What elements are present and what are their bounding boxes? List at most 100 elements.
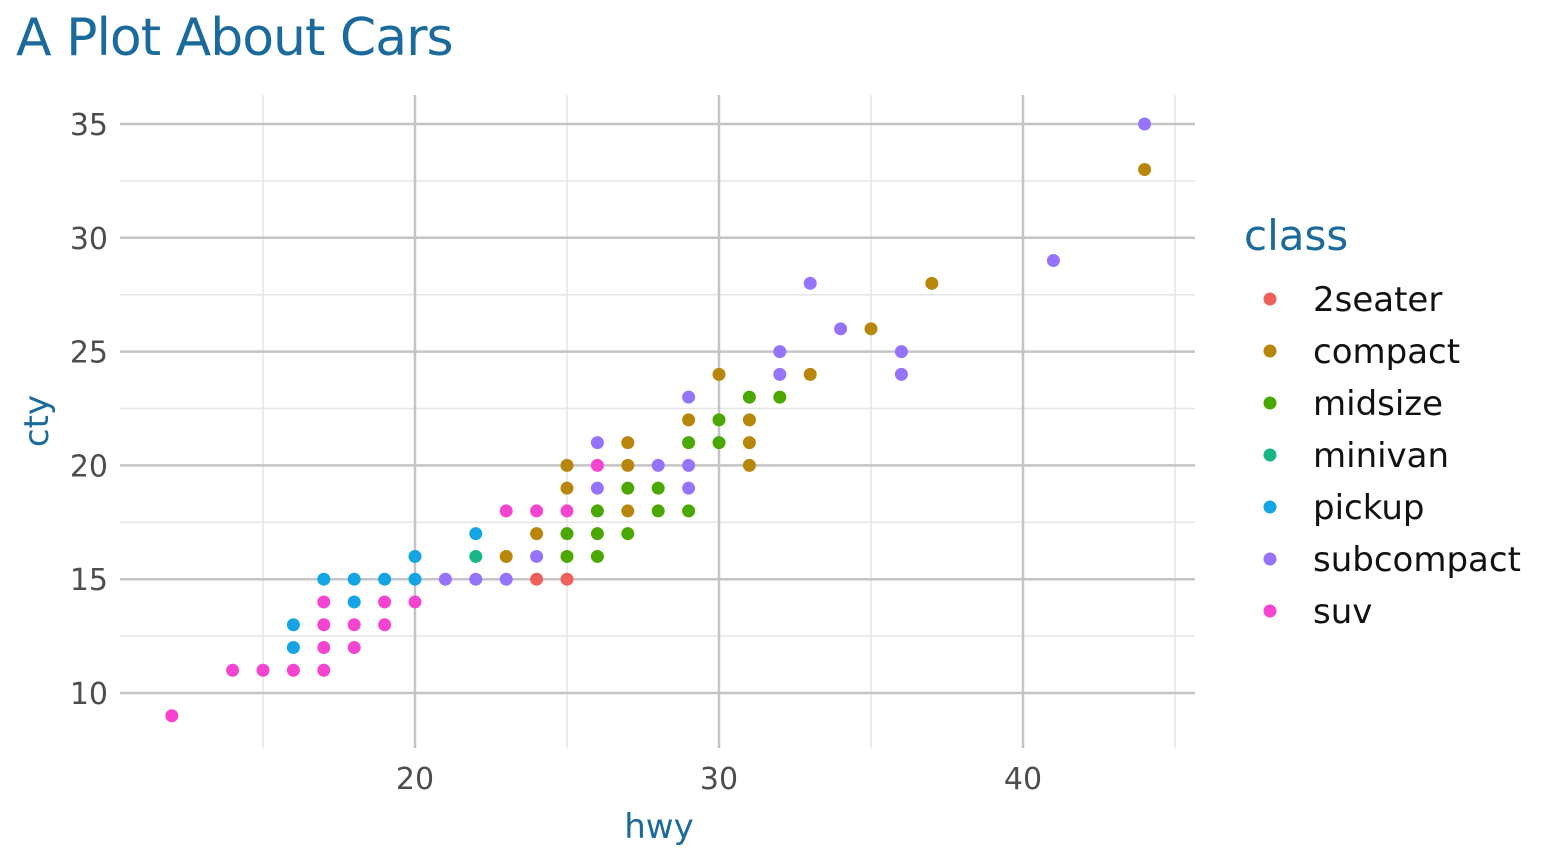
point-suv <box>286 663 300 677</box>
x-tick-label: 20 <box>396 762 434 797</box>
legend-key-pickup <box>1263 500 1277 514</box>
point-midsize <box>742 390 756 404</box>
point-compact <box>621 504 635 518</box>
point-pickup <box>286 640 300 654</box>
point-suv <box>317 595 331 609</box>
point-2seater <box>560 572 574 586</box>
y-tick-label: 10 <box>70 677 108 712</box>
point-compact <box>1138 163 1152 177</box>
point-subcompact <box>438 572 452 586</box>
point-suv <box>165 709 179 723</box>
legend-label: minivan <box>1313 436 1449 476</box>
chart-title: A Plot About Cars <box>16 8 454 68</box>
point-midsize <box>712 436 726 450</box>
legend: class 2seater compact midsize minivan pickup… <box>1244 211 1521 632</box>
point-subcompact <box>834 322 848 336</box>
point-subcompact <box>894 367 908 381</box>
point-compact <box>925 276 939 290</box>
point-subcompact <box>590 481 604 495</box>
point-subcompact <box>1046 254 1060 268</box>
x-tick-label: 40 <box>1004 762 1042 797</box>
point-compact <box>803 367 817 381</box>
point-suv <box>378 595 392 609</box>
point-subcompact <box>682 390 696 404</box>
legend-title: class <box>1244 211 1348 260</box>
legend-key-suv <box>1263 604 1277 618</box>
point-pickup <box>347 595 361 609</box>
point-compact <box>864 322 878 336</box>
y-tick-label: 25 <box>70 336 108 371</box>
point-suv <box>530 504 544 518</box>
point-midsize <box>621 527 635 541</box>
y-tick-label: 15 <box>70 563 108 598</box>
point-compact <box>712 367 726 381</box>
point-pickup <box>317 572 331 586</box>
point-suv <box>256 663 270 677</box>
point-pickup <box>347 572 361 586</box>
point-suv <box>317 663 331 677</box>
point-suv <box>317 640 331 654</box>
point-compact <box>742 458 756 472</box>
point-compact <box>560 458 574 472</box>
point-midsize <box>590 527 604 541</box>
point-compact <box>560 481 574 495</box>
point-subcompact <box>803 276 817 290</box>
x-axis-label: hwy <box>624 807 693 847</box>
y-tick-label: 35 <box>70 108 108 143</box>
point-midsize <box>682 504 696 518</box>
y-tick-label: 30 <box>70 222 108 257</box>
point-subcompact <box>682 458 696 472</box>
point-pickup <box>469 527 483 541</box>
legend-key-subcompact <box>1263 552 1277 566</box>
y-axis-label: cty <box>17 395 57 447</box>
tick-labels: 20 30 40 10 15 20 25 30 35 <box>70 108 1042 797</box>
point-subcompact <box>1138 117 1152 131</box>
point-midsize <box>712 413 726 427</box>
point-suv <box>317 618 331 632</box>
point-suv <box>408 595 422 609</box>
legend-key-minivan <box>1263 448 1277 462</box>
y-tick-label: 20 <box>70 449 108 484</box>
grid <box>120 95 1195 748</box>
point-midsize <box>560 527 574 541</box>
point-compact <box>621 458 635 472</box>
legend-key-compact <box>1263 344 1277 358</box>
point-compact <box>742 413 756 427</box>
point-subcompact <box>773 367 787 381</box>
point-subcompact <box>590 436 604 450</box>
point-midsize <box>682 436 696 450</box>
point-pickup <box>408 549 422 563</box>
point-subcompact <box>651 458 665 472</box>
point-compact <box>530 527 544 541</box>
legend-label: subcompact <box>1313 540 1521 580</box>
point-2seater <box>530 572 544 586</box>
x-tick-label: 30 <box>700 762 738 797</box>
point-minivan <box>469 549 483 563</box>
point-subcompact <box>682 481 696 495</box>
point-pickup <box>378 572 392 586</box>
data-points <box>165 117 1152 723</box>
point-pickup <box>286 618 300 632</box>
point-suv <box>560 504 574 518</box>
point-midsize <box>651 481 665 495</box>
point-midsize <box>773 390 787 404</box>
legend-label: pickup <box>1313 488 1425 528</box>
point-midsize <box>590 504 604 518</box>
point-suv <box>590 458 604 472</box>
point-midsize <box>590 549 604 563</box>
legend-key-midsize <box>1263 396 1277 410</box>
point-pickup <box>408 572 422 586</box>
point-suv <box>347 618 361 632</box>
point-midsize <box>560 549 574 563</box>
point-compact <box>742 436 756 450</box>
point-suv <box>499 504 513 518</box>
point-midsize <box>651 504 665 518</box>
legend-label: suv <box>1313 592 1372 632</box>
point-subcompact <box>499 572 513 586</box>
point-compact <box>682 413 696 427</box>
point-compact <box>499 549 513 563</box>
point-suv <box>378 618 392 632</box>
point-subcompact <box>530 549 544 563</box>
legend-label: compact <box>1313 332 1460 372</box>
